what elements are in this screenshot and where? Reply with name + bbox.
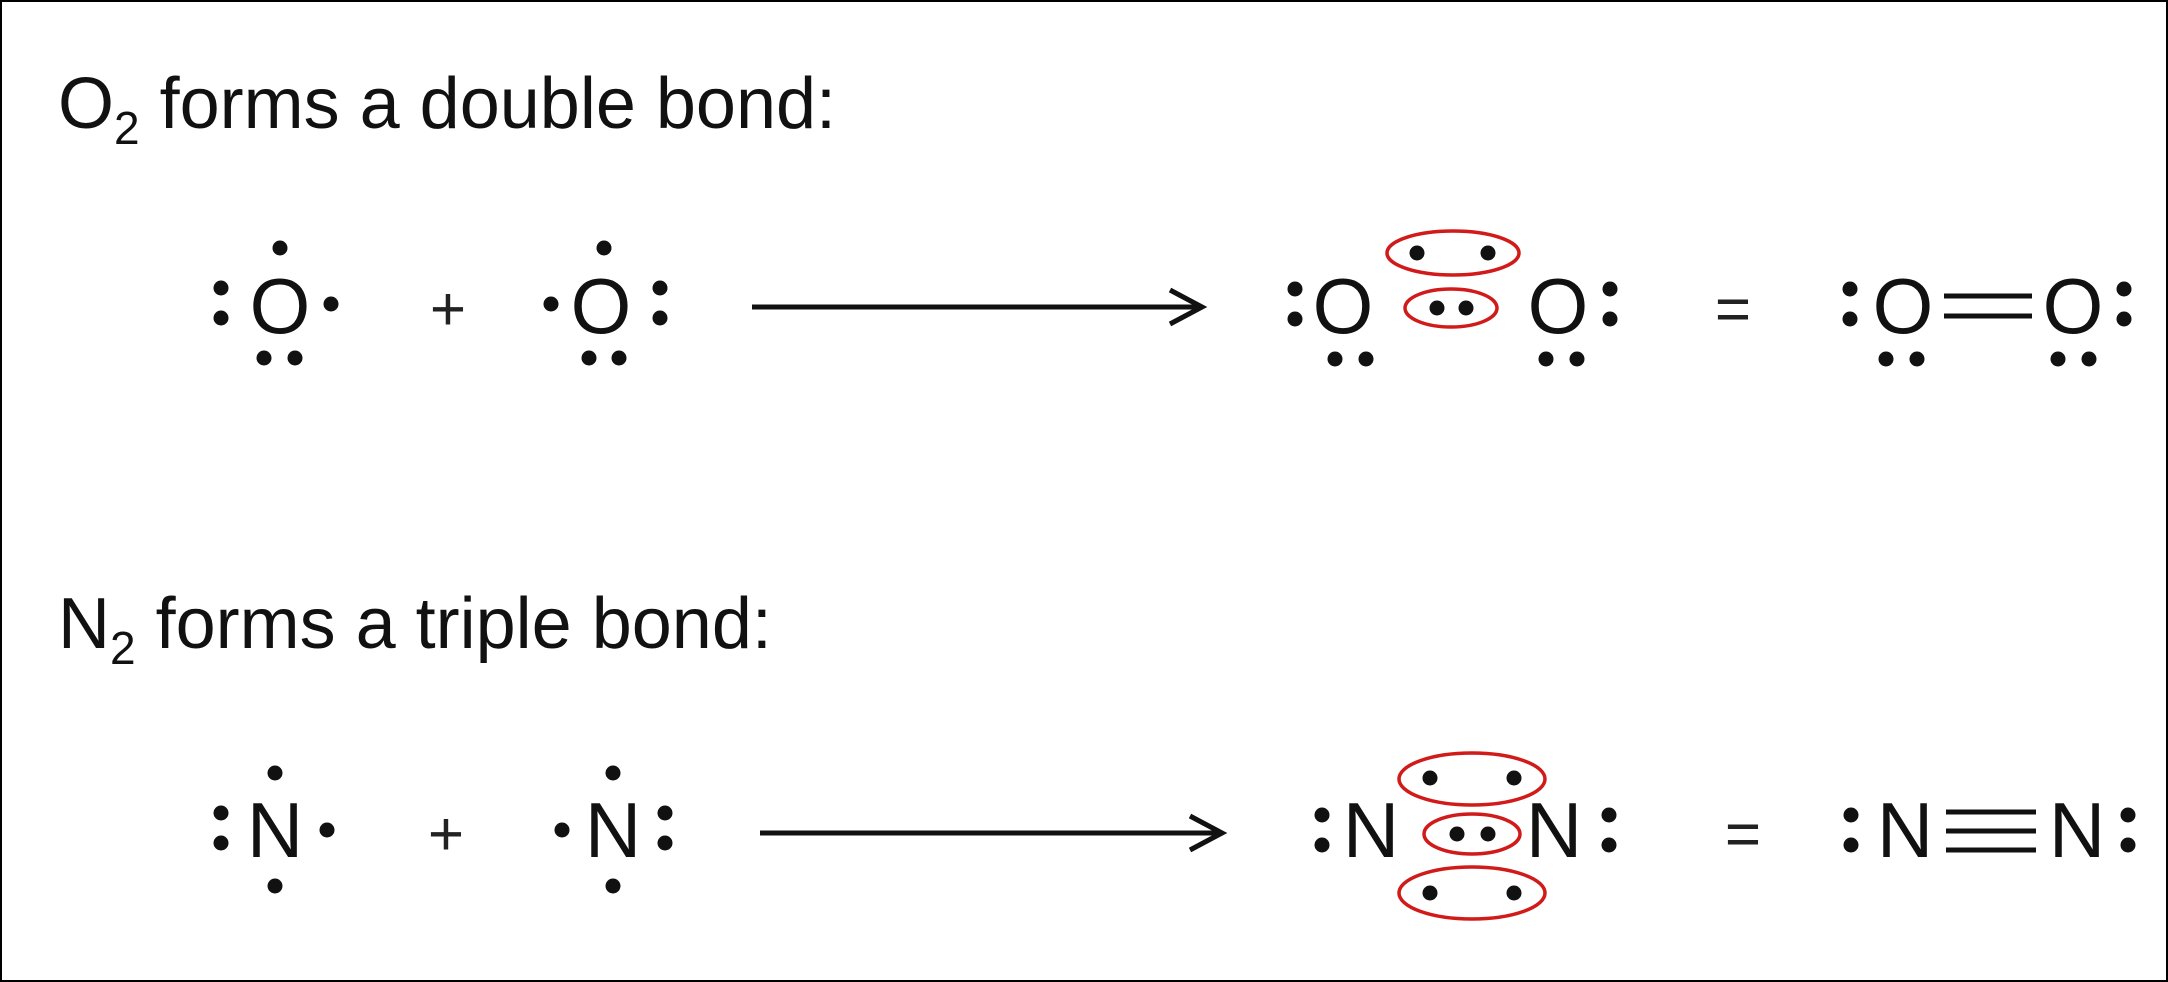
electron-dot [267,765,283,781]
shared-pair-highlight [1397,865,1547,921]
n-structural-left-symbol: N [1877,786,1933,874]
shared-electron-dot [1506,885,1522,901]
o2-heading-subscript: 2 [114,102,140,154]
equals-sign: = [1715,275,1751,344]
shared-electron-dot [1422,885,1438,901]
electron-dot [2120,807,2136,823]
n-product-left-symbol: N [1343,786,1399,874]
o2-heading: O2 forms a double bond: [58,64,836,154]
o-atom-left-symbol: O [250,262,311,350]
electron-dot [605,765,621,781]
electron-dot [1909,351,1925,367]
electron-dot [1327,351,1343,367]
shared-electron-dot [1422,770,1438,786]
electron-dot [1842,311,1858,327]
shared-electron-dot [1449,826,1465,842]
electron-dot [1602,311,1618,327]
electron-dot [657,805,673,821]
electron-dot [2120,837,2136,853]
electron-dot [323,296,339,312]
equals-sign: = [1725,800,1761,869]
o-structural-left-symbol: O [1873,262,1934,350]
electron-dot [213,310,229,326]
reaction-arrow [760,813,1228,853]
n2-heading: N2 forms a triple bond: [58,584,772,674]
n-atom-left: N [213,765,335,894]
n-atom-left-symbol: N [247,786,303,874]
electron-dot [213,280,229,296]
electron-dot [2116,281,2132,297]
shared-pair-highlight [1397,751,1547,807]
o-structural-right-symbol: O [2043,262,2104,350]
o2-heading-rest: forms a double bond: [140,64,836,144]
o2-section: O2 forms a double bond: O + O [58,64,2132,367]
electron-dot [1602,281,1618,297]
electron-dot [1314,837,1330,853]
electron-dot [657,835,673,851]
electron-dot [611,350,627,366]
n2-heading-symbol: N [58,584,110,664]
electron-dot [605,878,621,894]
o2-heading-symbol: O [58,64,114,144]
electron-dot [1843,837,1859,853]
n-product-right-symbol: N [1526,786,1582,874]
o-product-left-symbol: O [1313,262,1374,350]
electron-dot [2081,351,2097,367]
electron-dot [2116,311,2132,327]
shared-pair-highlight [1403,287,1499,329]
electron-dot [554,822,570,838]
electron-dot [1842,281,1858,297]
o2-product-dots: O O [1287,229,1618,367]
n-atom-right-symbol: N [585,786,641,874]
electron-dot [1358,351,1374,367]
electron-dot [543,296,559,312]
n2-structural-formula: N N [1843,786,2136,874]
electron-dot [1601,807,1617,823]
o-product-right-symbol: O [1528,262,1589,350]
shared-electron-dot [1409,245,1425,261]
n-atom-right: N [554,765,673,894]
electron-dot [596,240,612,256]
electron-dot [213,805,229,821]
n-structural-right-symbol: N [2049,786,2105,874]
reaction-arrow [752,287,1208,327]
electron-dot [1843,807,1859,823]
electron-dot [1287,281,1303,297]
o-atom-right-symbol: O [571,262,632,350]
electron-dot [1538,351,1554,367]
electron-dot [1601,837,1617,853]
electron-dot [652,310,668,326]
shared-electron-dot [1506,770,1522,786]
electron-dot [1569,351,1585,367]
plus-sign: + [430,275,466,344]
shared-pair-highlight [1385,229,1521,277]
n2-section: N2 forms a triple bond: N + N N [58,584,2136,921]
o-atom-right: O [543,240,668,366]
electron-dot [256,350,272,366]
n2-product-dots: N N [1314,751,1617,921]
plus-sign: + [428,800,464,869]
shared-electron-dot [1480,826,1496,842]
shared-electron-dot [1458,300,1474,316]
o-atom-left: O [213,240,339,366]
electron-dot [213,835,229,851]
electron-dot [2050,351,2066,367]
shared-electron-dot [1429,300,1445,316]
shared-pair-highlight [1422,812,1522,856]
electron-dot [287,350,303,366]
n2-heading-rest: forms a triple bond: [136,584,772,664]
electron-dot [319,822,335,838]
electron-dot [1878,351,1894,367]
electron-dot [267,878,283,894]
electron-dot [1314,807,1330,823]
n2-heading-subscript: 2 [110,622,136,674]
shared-electron-dot [1480,245,1496,261]
electron-dot [1287,311,1303,327]
electron-dot [272,240,288,256]
o2-structural-formula: O O [1842,262,2132,367]
electron-dot [652,280,668,296]
electron-dot [581,350,597,366]
